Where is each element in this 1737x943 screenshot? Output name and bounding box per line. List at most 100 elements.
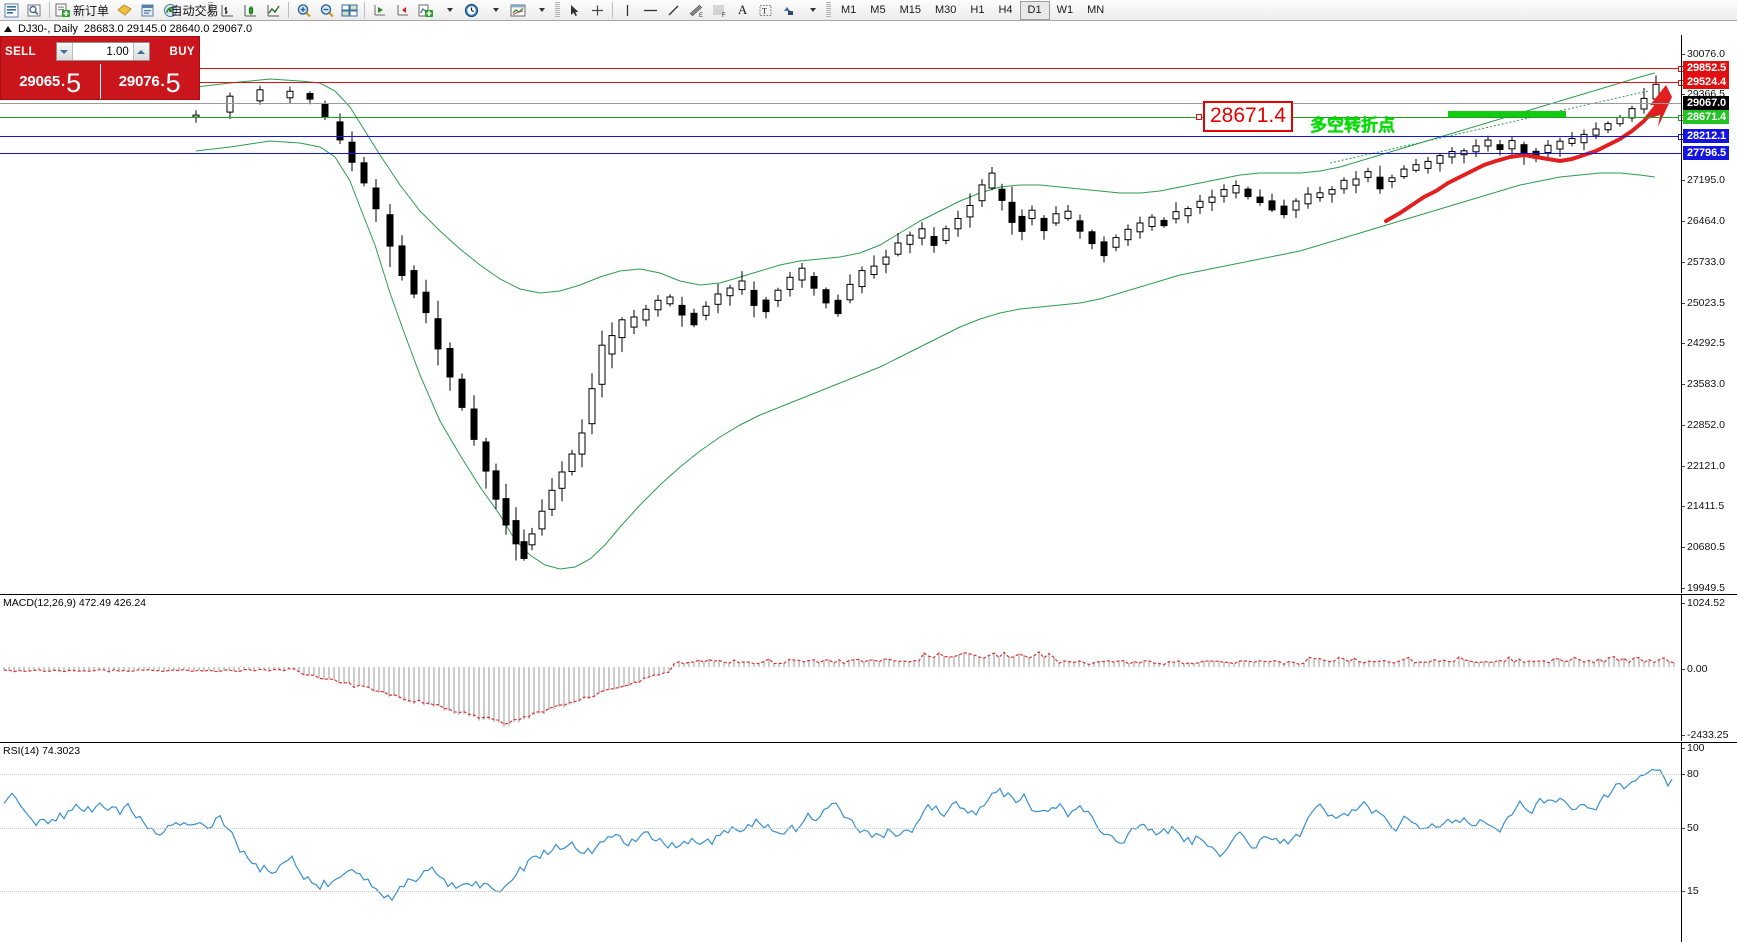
macd-pane[interactable]: MACD(12,26,9) 472.49 426.24 1024.52 0.00… (0, 594, 1737, 741)
timeframe-mn[interactable]: MN (1087, 4, 1105, 16)
market-watch-icon[interactable] (0, 1, 23, 20)
price-tick-19949: 19949.5 (1682, 582, 1725, 594)
one-click-trading-top-row: SELL 1.00 BUY (1, 37, 199, 64)
price-plot-area[interactable]: 28671.4 多空转折点 (0, 35, 1737, 593)
price-tag-29852[interactable]: 29852.5 (1683, 61, 1730, 75)
volume-stepper[interactable]: 1.00 (55, 42, 150, 61)
price-tag-current[interactable]: 29067.0 (1683, 96, 1730, 110)
sell-button[interactable]: 29065 . 5 (1, 64, 100, 99)
one-click-trading-prices: 29065 . 5 29076 . 5 (1, 64, 199, 99)
autotrading-icon[interactable]: 自动交易 (171, 1, 219, 20)
rsi-tick-80: 80 (1682, 768, 1699, 780)
price-tag-28212[interactable]: 28212.1 (1683, 129, 1730, 143)
templates-dropdown-arrow[interactable] (529, 1, 552, 20)
price-label-anchor[interactable] (1196, 114, 1202, 120)
autotrading-label: 自动交易 (170, 3, 219, 18)
sell-label: SELL (5, 45, 36, 58)
horizontal-line-icon[interactable] (639, 1, 662, 20)
price-tick-27195: 27195.0 (1682, 174, 1725, 186)
macd-scale[interactable]: 1024.52 0.00 -2433.25 (1682, 595, 1737, 741)
level-line-27796[interactable] (0, 153, 1681, 154)
text-icon[interactable]: A (731, 1, 754, 20)
timeframe-h4[interactable]: H4 (998, 4, 1013, 16)
indicators-dropdown-arrow[interactable] (437, 1, 460, 20)
level-line-29852[interactable] (0, 66, 1684, 72)
rsi-scale[interactable]: 100 80 50 15 (1682, 742, 1737, 942)
bar-chart-icon[interactable] (216, 1, 239, 20)
macd-plot-area[interactable] (0, 595, 1737, 741)
buy-button[interactable]: 29076 . 5 (99, 64, 200, 99)
shapes-icon[interactable] (777, 1, 800, 20)
level-line-28671[interactable] (0, 115, 1684, 121)
candlestick-chart-icon[interactable] (239, 1, 262, 20)
chart-shift-icon[interactable] (391, 1, 414, 20)
new-order-label: 新订单 (73, 3, 110, 18)
volume-input[interactable]: 1.00 (72, 43, 133, 60)
vertical-line-icon[interactable] (616, 1, 639, 20)
price-tag-28671[interactable]: 28671.4 (1683, 110, 1730, 124)
toolbar-separator-3 (364, 2, 366, 18)
timeframe-m5[interactable]: M5 (870, 4, 886, 16)
fibonacci-icon[interactable]: F (708, 1, 731, 20)
expert-advisors-icon[interactable] (113, 1, 136, 20)
timeframe-m1[interactable]: M1 (841, 4, 857, 16)
chart-body[interactable]: 28671.4 多空转折点 30076.0 29366.5 27195.0 26… (0, 35, 1737, 943)
price-pane[interactable]: 28671.4 多空转折点 30076.0 29366.5 27195.0 26… (0, 35, 1737, 594)
tile-windows-icon[interactable] (338, 1, 361, 20)
chart-header: DJ30-, Daily 28683.0 29145.0 28640.0 290… (0, 22, 1737, 35)
svg-text:T: T (762, 6, 767, 15)
macd-tick-zero: 0.00 (1682, 663, 1707, 675)
volume-increase-button[interactable] (132, 43, 149, 60)
buy-label: BUY (169, 45, 195, 58)
price-scale[interactable]: 30076.0 29366.5 27195.0 26464.0 25733.0 … (1682, 35, 1737, 594)
text-label-icon[interactable]: T (754, 1, 777, 20)
svg-text:E: E (699, 13, 703, 18)
cursor-icon[interactable] (563, 1, 586, 20)
candlestick-series (192, 75, 1660, 561)
zoom-out-icon[interactable] (315, 1, 338, 20)
one-click-trading-panel[interactable]: SELL 1.00 BUY 29065 . 5 29076 . 5 (0, 36, 200, 100)
buy-price-decimal: 5 (165, 67, 181, 98)
rsi-plot-area[interactable] (0, 743, 1737, 942)
level-line-29524[interactable] (0, 80, 1684, 86)
toolbar-grip[interactable] (208, 2, 214, 18)
price-label-text: 28671.4 (1210, 104, 1286, 127)
metaeditor-icon[interactable] (136, 1, 159, 20)
price-tag-27796[interactable]: 27796.5 (1683, 146, 1730, 160)
timeframe-m15[interactable]: M15 (899, 4, 921, 16)
indicators-icon[interactable] (414, 1, 437, 20)
price-tick-20680: 20680.5 (1682, 541, 1725, 553)
level-line-28212[interactable] (0, 134, 1684, 140)
rsi-legend: RSI(14) 74.3023 (3, 745, 81, 757)
signals-icon[interactable] (159, 1, 182, 20)
templates-icon[interactable] (506, 1, 529, 20)
new-order-button[interactable]: 新订单 (53, 1, 113, 20)
equidistant-channel-icon[interactable]: E (685, 1, 708, 20)
price-tag-29524[interactable]: 29524.4 (1683, 75, 1730, 89)
zoom-in-icon[interactable] (292, 1, 315, 20)
chinese-annotation[interactable]: 多空转折点 (1310, 111, 1395, 136)
data-window-icon[interactable] (23, 1, 46, 20)
price-tick-25023: 25023.5 (1682, 297, 1725, 309)
line-chart-icon[interactable] (262, 1, 285, 20)
chevron-down-icon (60, 49, 69, 54)
autoscroll-icon[interactable] (368, 1, 391, 20)
toolbar-grip-3[interactable] (826, 2, 832, 18)
timeframe-m30[interactable]: M30 (934, 4, 957, 16)
trendline-icon[interactable] (662, 1, 685, 20)
rsi-series-svg (3, 768, 1673, 902)
buy-price-integer: 29076 (118, 73, 160, 90)
periods-icon[interactable] (460, 1, 483, 20)
shapes-dropdown-arrow[interactable] (800, 1, 823, 20)
timeframe-h1[interactable]: H1 (970, 4, 985, 16)
timeframe-w1[interactable]: W1 (1056, 4, 1074, 16)
price-label-box[interactable]: 28671.4 (1203, 101, 1293, 132)
rsi-pane[interactable]: RSI(14) 74.3023 100 80 50 15 (0, 742, 1737, 942)
toolbar-grip-2[interactable] (555, 2, 561, 18)
crosshair-icon[interactable] (586, 1, 609, 20)
timeframe-d1[interactable]: D1 (1019, 0, 1050, 20)
rsi-level-80-line (0, 774, 1681, 775)
volume-decrease-button[interactable] (56, 43, 73, 60)
price-tick-21411: 21411.5 (1682, 500, 1724, 512)
periods-dropdown-arrow[interactable] (483, 1, 506, 20)
